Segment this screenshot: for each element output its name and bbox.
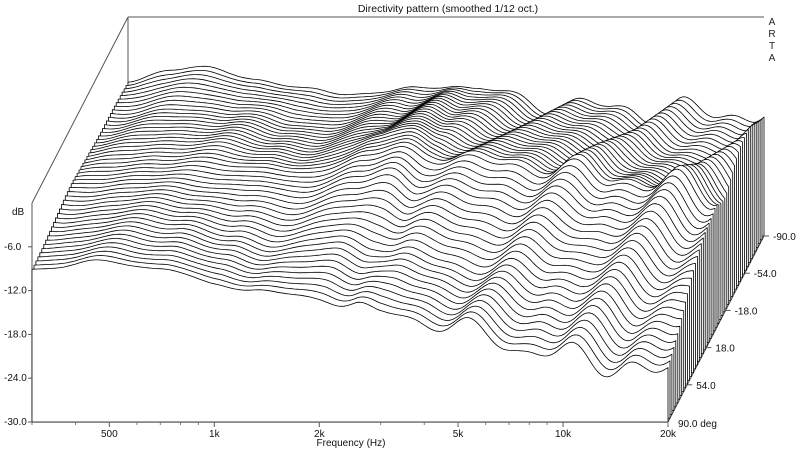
x-tick-labels: 500 1k 2k 5k 10k 20k — [31, 422, 677, 440]
z-tick-labels: -90.0 -54.0 -18.0 18.0 54.0 — [687, 232, 796, 392]
z-axis-end-label: 90.0 deg — [678, 419, 717, 430]
brand-letter-t: T — [769, 41, 775, 52]
x-axis-label: Frequency (Hz) — [317, 438, 386, 449]
brand-letter-a1: A — [769, 17, 776, 28]
brand-letter-a2: A — [769, 53, 776, 64]
z-tick-label: -18.0 — [735, 306, 758, 317]
x-tick-label: 5k — [453, 429, 465, 440]
directivity-curve — [31, 259, 669, 423]
x-tick-label: 2k — [314, 429, 326, 440]
y-tick-label: -12.0 — [4, 286, 27, 297]
z-tick-label: -54.0 — [754, 269, 777, 280]
y-axis-label: dB — [12, 207, 25, 218]
z-tick-label: 18.0 — [715, 344, 735, 355]
y-tick-label: -6.0 — [4, 242, 22, 253]
x-tick-label: 500 — [101, 429, 118, 440]
chart-title: Directivity pattern (smoothed 1/12 oct.) — [358, 3, 538, 15]
z-tick-label: -90.0 — [773, 232, 796, 243]
y-tick-label: -24.0 — [4, 373, 27, 384]
waterfall-curves — [31, 65, 765, 423]
y-tick-label: -18.0 — [4, 329, 27, 340]
brand-letter-r: R — [768, 29, 775, 40]
x-tick-label: 1k — [209, 429, 221, 440]
x-tick-label: 20k — [660, 429, 677, 440]
z-tick-label: 54.0 — [696, 381, 716, 392]
x-tick-label: 10k — [555, 429, 572, 440]
y-tick-label: -30.0 — [4, 417, 27, 428]
depth-left-edge — [31, 16, 129, 204]
chart-texts: Directivity pattern (smoothed 1/12 oct.)… — [12, 3, 776, 449]
y-tick-labels: -6.0 -12.0 -18.0 -24.0 -30.0 — [4, 242, 32, 428]
